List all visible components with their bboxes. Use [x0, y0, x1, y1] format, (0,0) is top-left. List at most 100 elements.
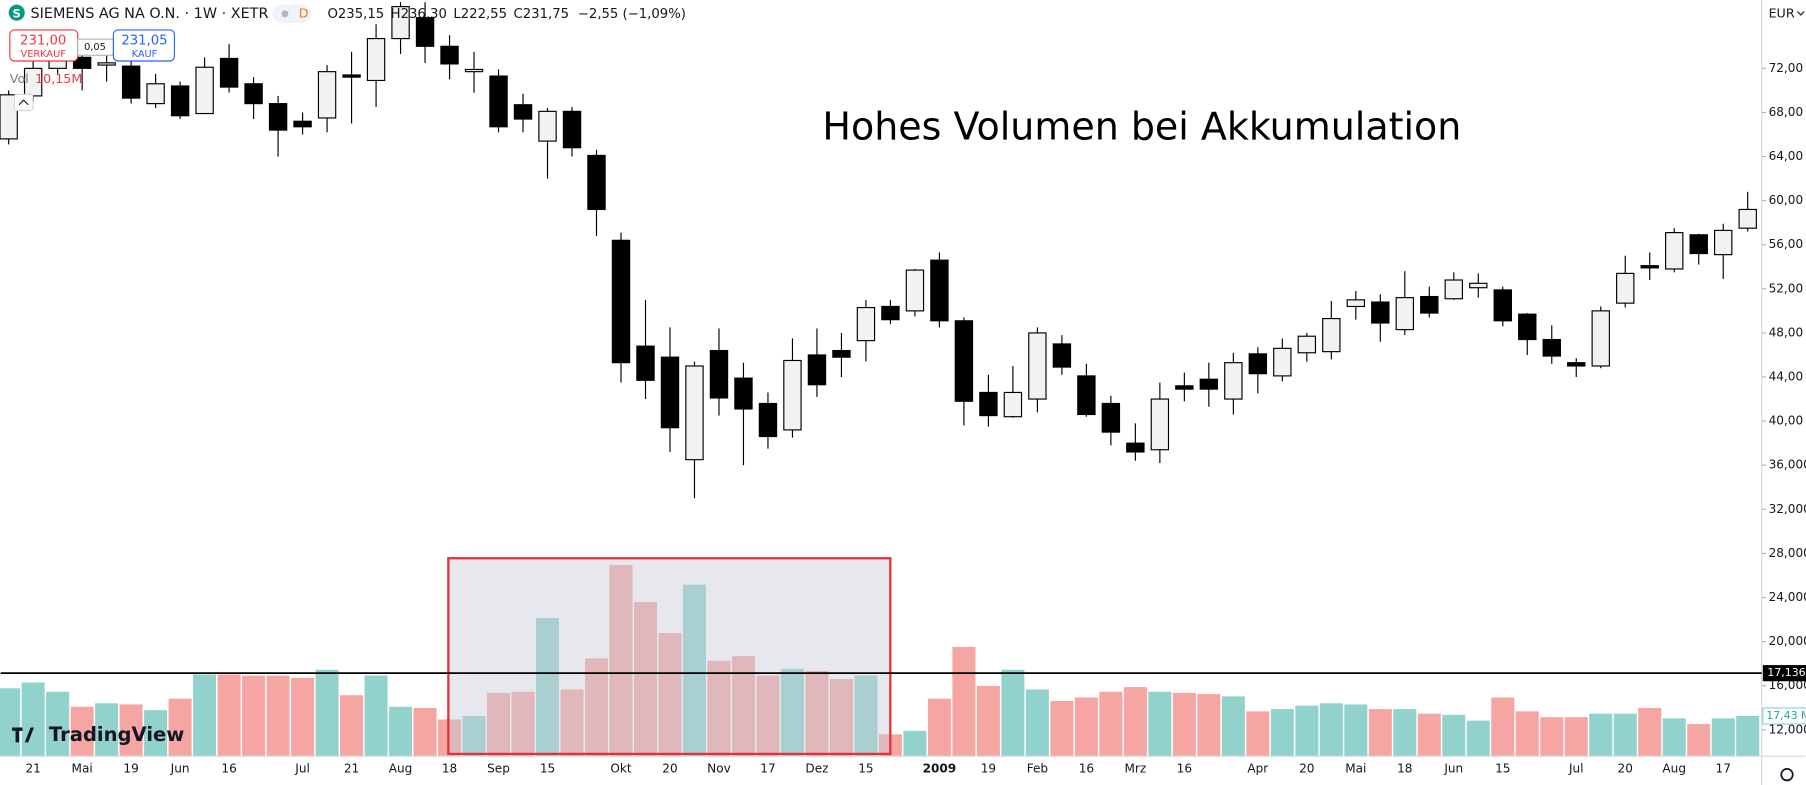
volume-bar [536, 617, 560, 757]
volume-bar [193, 674, 217, 757]
volume-bar [1197, 694, 1221, 757]
x-tick-label: Mai [1345, 761, 1366, 775]
x-tick-label: Apr [1247, 761, 1268, 775]
x-tick-label: 19 [123, 761, 138, 775]
y-tick-label: 64,00 [1769, 149, 1804, 163]
candle-body [1567, 362, 1586, 367]
candle-body [930, 259, 949, 322]
volume-bar [780, 668, 804, 757]
volume-label: 17,43 M [1766, 709, 1806, 722]
candle-body [1077, 375, 1096, 416]
candle-body [1003, 391, 1023, 418]
candle-body [1469, 282, 1488, 289]
symbol: SIEMENS AG NA O.N. · 1W · XETR [31, 6, 269, 22]
candle-body [685, 365, 704, 461]
x-tick-label: Nov [707, 761, 731, 775]
candle-body [1346, 299, 1366, 308]
candle-body [1689, 234, 1708, 255]
y-tick-label: 48,00 [1769, 325, 1804, 339]
candle-body [317, 71, 337, 119]
volume-bar [389, 706, 413, 757]
x-tick-label: 2009 [923, 761, 957, 775]
candle-body [587, 154, 606, 211]
x-tick-label: Okt [610, 761, 632, 775]
volume-bar [609, 565, 633, 757]
candle-body [783, 359, 802, 431]
collapse-icon [18, 99, 29, 106]
x-tick-label: 20 [1618, 761, 1633, 775]
candle-body [1518, 313, 1537, 341]
candle-body [1738, 208, 1757, 229]
l-value: 222,55 [461, 7, 507, 22]
currency-chevron[interactable] [1796, 11, 1805, 16]
candle-body [1028, 332, 1047, 400]
x-tick-label: 16 [221, 761, 236, 775]
volume-bar [1074, 697, 1098, 757]
x-tick-label: 17 [1716, 761, 1731, 775]
volume-bar [438, 719, 462, 757]
volume-bar [46, 691, 70, 757]
badge[interactable] [272, 4, 312, 24]
c-label: C [514, 7, 523, 22]
candle-body [489, 75, 508, 128]
candle-body [1248, 353, 1268, 375]
candle-body [1640, 265, 1659, 269]
candle-body [219, 57, 239, 88]
candle-body [366, 38, 386, 82]
candle-body [1126, 442, 1145, 453]
badge-dot [281, 10, 289, 18]
buy-button[interactable] [112, 29, 175, 62]
x-tick-label: Jun [1443, 761, 1463, 775]
volume-bar [95, 703, 119, 757]
volume-bar [1344, 704, 1368, 757]
candle-body [121, 65, 141, 99]
y-tick-label: 60,00 [1769, 193, 1804, 207]
volume-bar [340, 695, 364, 757]
change: −2,55 (−1,09%) [578, 7, 686, 22]
volume-bar [1393, 709, 1417, 757]
candle-body [1616, 272, 1635, 304]
candle-body [1371, 301, 1390, 324]
volume-label-bg [1762, 707, 1806, 725]
volume-bar [1711, 718, 1735, 757]
volume-bar [242, 675, 266, 757]
candle-body [636, 345, 655, 381]
settings-icon[interactable] [1780, 768, 1794, 782]
candle-body [709, 349, 729, 399]
volume-bar [1050, 700, 1074, 757]
candle-body [293, 120, 312, 128]
candle-body [195, 66, 214, 115]
volume-bar [976, 685, 1000, 757]
candle-body [538, 110, 557, 142]
candle-body [562, 110, 582, 149]
highlight-box [447, 557, 892, 756]
volume-bar [1001, 669, 1025, 757]
x-tick-label: Feb [1027, 761, 1048, 775]
candle-body [1052, 343, 1072, 368]
candle-body [1224, 362, 1243, 400]
volume-bar [1221, 696, 1245, 757]
buy-price: 231,05 [121, 33, 167, 48]
volume-bar [1270, 709, 1294, 757]
x-tick-label: 17 [760, 761, 775, 775]
o-value: 235,15 [338, 7, 384, 22]
y-tick-label: 28,000 [1769, 546, 1806, 560]
collapse-button[interactable] [13, 93, 34, 112]
volume-bar [1246, 711, 1270, 757]
volume-bar [217, 674, 241, 757]
candle-body [611, 239, 631, 364]
volume-bar [70, 706, 94, 757]
candle-body [979, 391, 998, 417]
volume-bar [266, 675, 290, 757]
currency: EUR [1769, 5, 1795, 20]
volume-bar [21, 682, 45, 757]
candle-body [660, 356, 680, 429]
volume-bar [927, 698, 951, 757]
candle-body [905, 269, 925, 312]
candle-body [1591, 310, 1610, 367]
volume-bar [0, 688, 21, 757]
x-tick-label: Sep [487, 761, 510, 775]
candle-body [0, 94, 18, 140]
volume-bar [658, 633, 682, 757]
